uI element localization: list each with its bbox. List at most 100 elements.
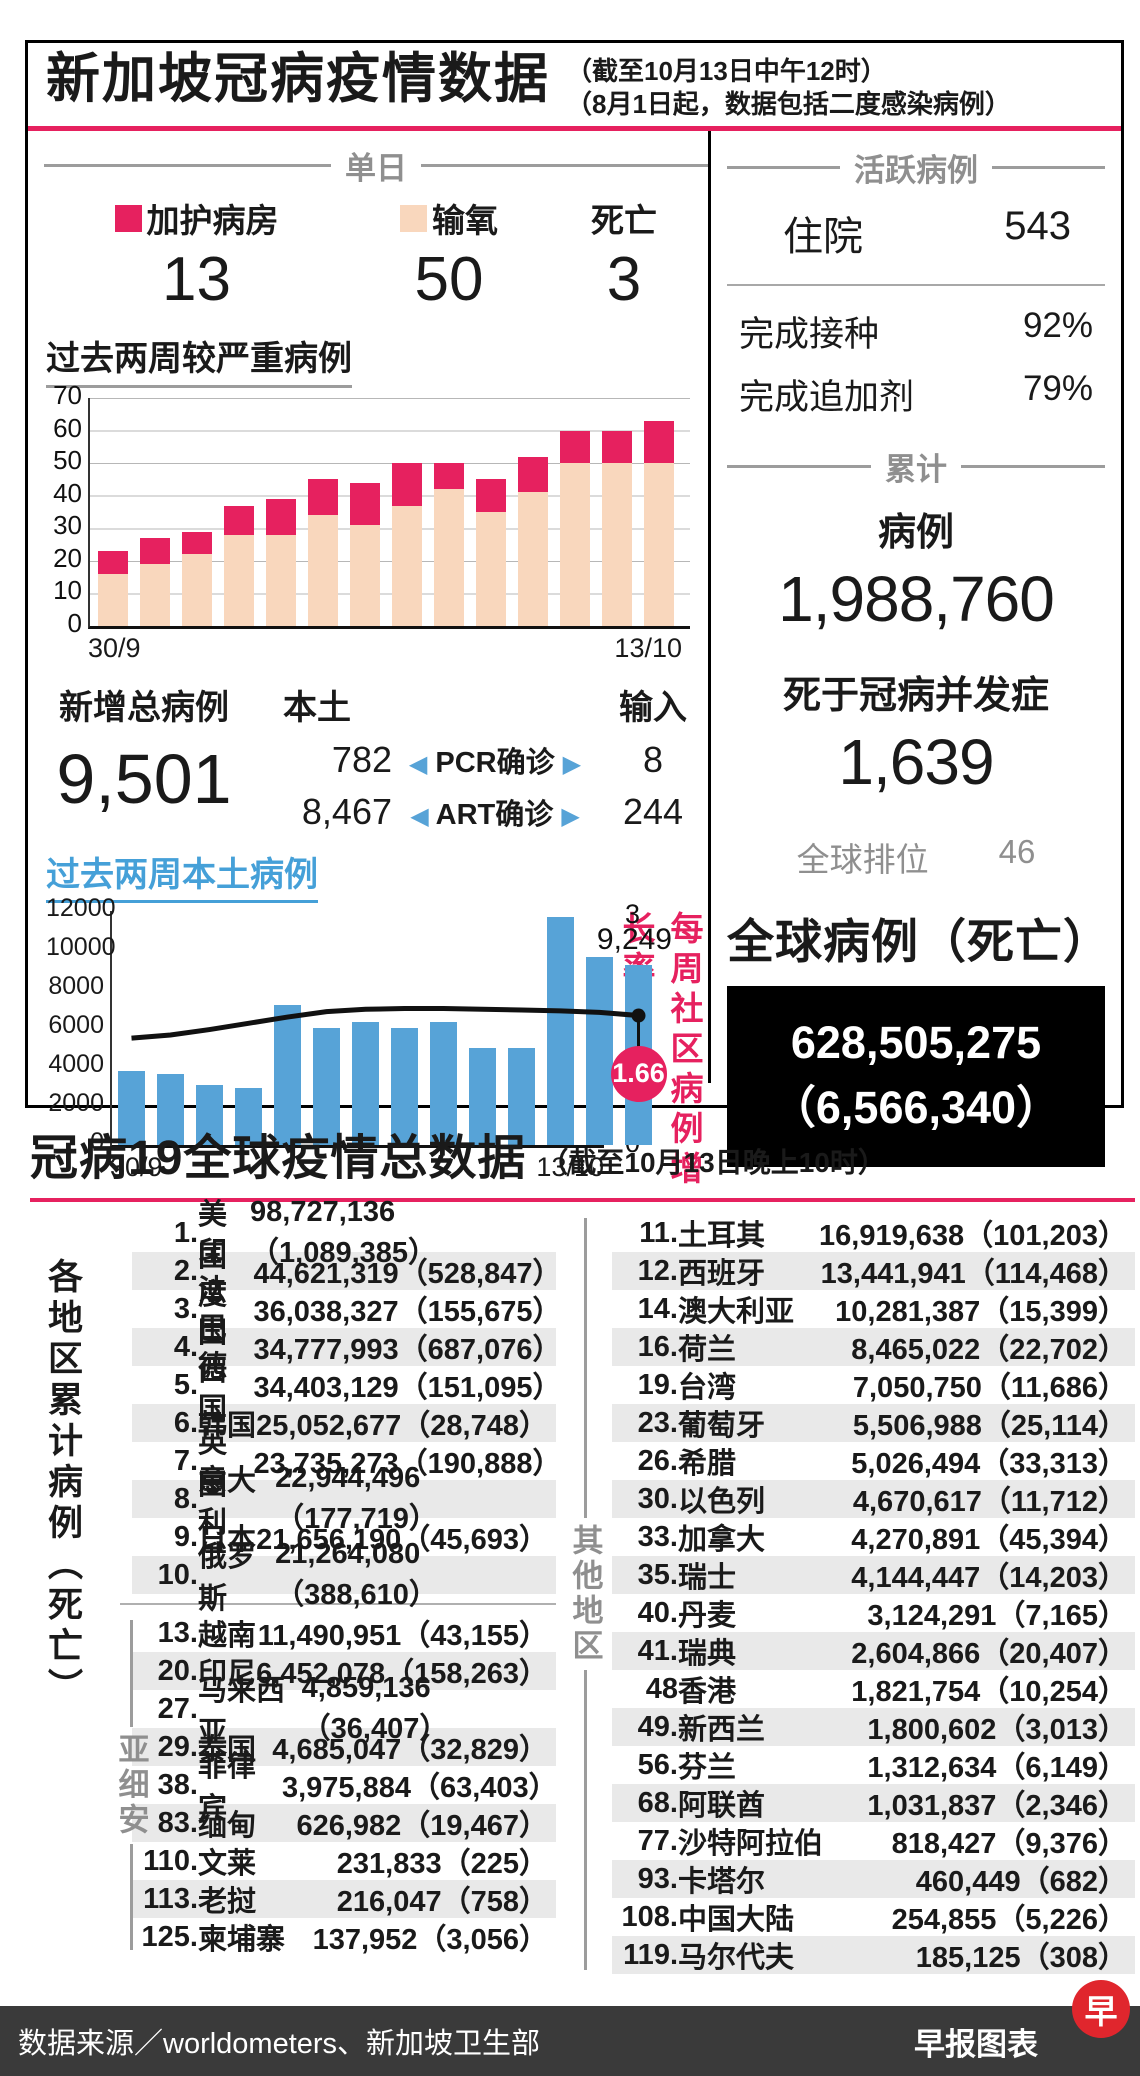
country-rank: 13. — [157, 1616, 198, 1649]
country-rank: 33. — [637, 1520, 678, 1553]
table-row: 33. 加拿大 4,270,891（45,394） — [612, 1518, 1135, 1557]
stacked-bar — [644, 420, 674, 626]
cases-label: 病例 — [877, 512, 954, 554]
deaths-label: 死于冠病并发症 — [782, 675, 1049, 717]
country-rank: 12. — [637, 1254, 678, 1287]
country-rank: 5. — [173, 1368, 198, 1401]
country-value: 5,506,988（25,114） — [852, 1410, 1127, 1442]
oxygen-segment — [224, 534, 254, 626]
table-row: 10. 俄罗斯 21,264,080（388,610） — [132, 1538, 556, 1615]
country-value: 5,026,494（33,313） — [851, 1448, 1127, 1480]
country-name: 沙特阿拉伯 — [678, 1828, 824, 1860]
country-name: 英国 — [198, 1427, 228, 1501]
daily-cases-bar — [313, 1028, 340, 1145]
stacked-bar — [350, 482, 380, 626]
arrow-right-icon: ▶ — [561, 803, 580, 830]
country-name: 缅甸 — [198, 1810, 257, 1842]
stacked-bar — [560, 430, 590, 626]
icu-legend-swatch-icon — [114, 204, 142, 232]
country-value: 98,727,136（1,089,385） — [250, 1195, 438, 1269]
table-row: 48 香港 1,821,754（10,254） — [612, 1670, 1135, 1709]
severe-chart-x-axis: 30/9 13/10 — [88, 633, 690, 664]
country-value: 36,038,327（155,675） — [253, 1296, 562, 1328]
country-rank: 77. — [637, 1824, 678, 1857]
table-row: 119. 马尔代夫 185,125（308） — [612, 1936, 1135, 1974]
country-rank: 40. — [637, 1596, 678, 1629]
cases-value: 1,988,760 — [778, 563, 1055, 635]
country-rank: 30. — [637, 1482, 678, 1515]
table-row: 16. 荷兰 8,465,022（22,702） — [612, 1328, 1135, 1366]
table-row: 8. 意大利 22,944,496（177,719） — [132, 1462, 556, 1539]
oxygen-stat: 输氧 50 — [349, 194, 549, 315]
country-value: 1,031,837（2,346） — [867, 1790, 1127, 1822]
y-tick-label: 8000 — [48, 972, 104, 1000]
stacked-bar — [308, 479, 338, 626]
singapore-section: 新加坡冠病疫情数据 （截至10月13日中午12时） （8月1日起，数据包括二度感… — [25, 40, 1124, 1191]
country-name: 意大利 — [198, 1465, 257, 1539]
table-side-label: 各地区累计病例（死亡） — [43, 1258, 82, 1709]
page-title: 新加坡冠病疫情数据 — [46, 49, 550, 109]
stacked-bar — [392, 463, 422, 626]
country-rank: 49. — [637, 1710, 678, 1743]
new-cases-value: 9,501 — [56, 740, 232, 818]
country-name: 土耳其 — [678, 1220, 766, 1252]
icu-segment — [266, 498, 296, 535]
country-rank: 11. — [639, 1216, 678, 1249]
country-value: 231,833（225） — [336, 1848, 548, 1880]
y-tick-label: 6000 — [48, 1011, 104, 1039]
title-rule — [28, 126, 1121, 131]
daily-cases-bar — [196, 1084, 223, 1145]
country-value: 25,052,677（28,748） — [256, 1410, 548, 1442]
table-row: 5. 德国 34,403,129（151,095） — [132, 1351, 562, 1425]
country-name: 文莱 — [198, 1848, 257, 1880]
asean-rows: 13. 越南 11,490,951（43,155） 20. 印尼 6,452,078（15… — [132, 1614, 558, 1956]
y-tick-label: 40 — [53, 477, 82, 508]
table-row: 68. 阿联酋 1,031,837（2,346） — [612, 1784, 1135, 1822]
divider-line — [727, 284, 1105, 286]
oxygen-segment — [602, 463, 632, 626]
daily-cases-bar — [508, 1048, 535, 1145]
table-row: 14. 澳大利亚 10,281,387（15,399） — [612, 1290, 1135, 1329]
oxygen-segment — [308, 515, 338, 626]
icu-segment — [98, 551, 128, 574]
deaths-value: 1,639 — [838, 726, 994, 798]
country-rank: 2. — [173, 1254, 198, 1287]
top10-rows: 1. 美国 98,727,136（1,089,385） 2. 印度 44,621,319（… — [132, 1196, 562, 1615]
table-row: 77. 沙特阿拉伯 818,427（9,376） — [612, 1822, 1135, 1861]
import-header: 输入 — [619, 689, 687, 727]
country-name: 葡萄牙 — [678, 1410, 766, 1442]
country-rank: 4. — [173, 1330, 198, 1363]
country-rank: 38. — [157, 1768, 198, 1801]
icu-segment — [392, 463, 422, 506]
global-cases-label: 全球病例（死亡） — [727, 915, 1111, 968]
y-tick-label: 50 — [53, 445, 82, 476]
daily-cases-bar — [274, 1004, 301, 1145]
stacked-bar — [602, 430, 632, 626]
country-value: 34,403,129（151,095） — [253, 1372, 562, 1404]
oxygen-segment — [266, 534, 296, 626]
country-value: 7,050,750（11,686） — [852, 1372, 1127, 1404]
country-name: 澳大利亚 — [678, 1296, 795, 1328]
stacked-bar — [518, 456, 548, 626]
country-name: 日本 — [198, 1524, 257, 1556]
oxygen-segment — [434, 489, 464, 626]
hospitalised-row: 住院 543 — [727, 194, 1105, 268]
rank-label: 全球排位 — [796, 841, 929, 878]
cumulative-section-label: 累计 — [885, 452, 947, 487]
country-value: 626,982（19,467） — [296, 1810, 548, 1842]
country-rank: 68. — [637, 1786, 678, 1819]
country-value: 44,621,319（528,847） — [253, 1258, 562, 1290]
x-last-label: 13/10 — [536, 1152, 604, 1182]
table-row: 12. 西班牙 13,441,941（114,468） — [612, 1252, 1135, 1290]
oxygen-segment — [140, 564, 170, 626]
vaccinated-row: 完成接种 92% — [727, 296, 1105, 359]
y-tick-label: 10000 — [46, 933, 116, 961]
oxygen-segment — [518, 492, 548, 626]
country-value: 4,685,047（32,829） — [272, 1734, 548, 1766]
y-tick-label: 10 — [53, 575, 82, 606]
y-tick-label: 0 — [90, 1128, 104, 1156]
oxygen-segment — [182, 554, 212, 626]
table-row: 6. 韩国 25,052,677（28,748） — [132, 1404, 556, 1442]
country-value: 254,855（5,226） — [891, 1904, 1127, 1936]
rule-right — [421, 164, 708, 167]
